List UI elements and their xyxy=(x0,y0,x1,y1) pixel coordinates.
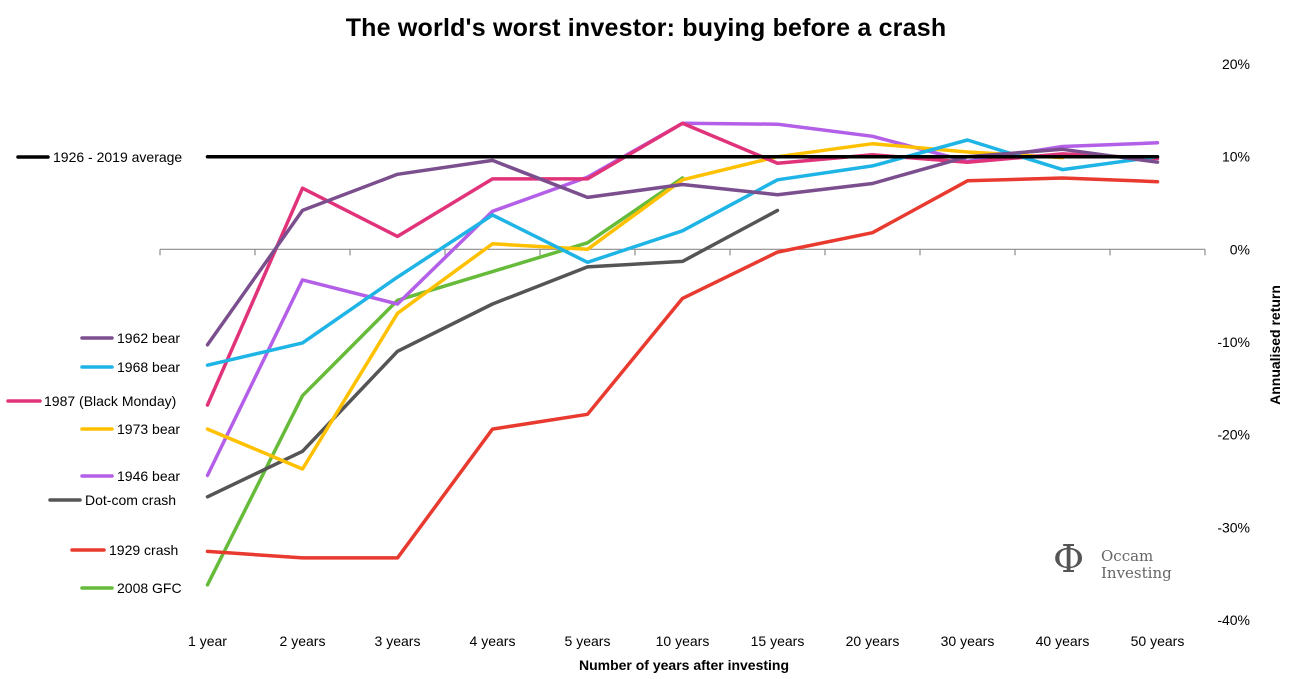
y-axis-tick-labels: 20% 10% 0% -10% -20% -30% -40% xyxy=(1217,56,1250,628)
logo-text: Occam Investing xyxy=(1101,548,1172,582)
y-tick-label: 0% xyxy=(1230,241,1250,257)
legend-label: 1962 bear xyxy=(117,330,180,346)
legend-label: 1968 bear xyxy=(117,359,180,375)
series-line-2008-gfc xyxy=(205,176,685,587)
logo-line-2: Investing xyxy=(1101,564,1172,582)
legend-label: 2008 GFC xyxy=(117,580,182,596)
series-line-1987-black-monday- xyxy=(205,121,1160,407)
x-tick-label: 10 years xyxy=(656,633,710,649)
x-tick-label: 2 years xyxy=(280,633,326,649)
series-line-dot-com-crash xyxy=(205,208,780,499)
legend-label: 1946 bear xyxy=(117,468,180,484)
legend: 1926 - 2019 average 1962 bear 1968 bear 198… xyxy=(6,149,182,596)
y-tick-label: -20% xyxy=(1217,427,1250,443)
legend-label: 1929 crash xyxy=(109,542,178,558)
series-lines xyxy=(205,121,1160,587)
x-tick-label: 5 years xyxy=(565,633,611,649)
phi-logo-icon: Φ xyxy=(1053,537,1085,581)
y-tick-label: -40% xyxy=(1217,612,1250,628)
series-line-1973-bear xyxy=(205,141,1065,471)
x-axis-tick-labels: 1 year 2 years 3 years 4 years 5 years 10 yea… xyxy=(188,633,1184,649)
occam-investing-logo: Φ Occam Investing xyxy=(1053,540,1203,590)
x-axis-title: Number of years after investing xyxy=(579,657,789,673)
x-tick-label: 4 years xyxy=(470,633,516,649)
x-tick-label: 40 years xyxy=(1036,633,1090,649)
x-tick-label: 1 year xyxy=(188,633,227,649)
y-tick-label: 10% xyxy=(1222,149,1250,165)
x-tick-label: 15 years xyxy=(751,633,805,649)
series-line-1962-bear xyxy=(205,147,1160,347)
y-tick-label: -30% xyxy=(1217,519,1250,535)
legend-label: 1987 (Black Monday) xyxy=(44,393,176,409)
x-tick-label: 30 years xyxy=(941,633,995,649)
y-axis-title: Annualised return xyxy=(1267,285,1283,405)
series-line-1968-bear xyxy=(205,138,1160,367)
x-tick-label: 50 years xyxy=(1131,633,1185,649)
y-tick-label: -10% xyxy=(1217,334,1250,350)
x-tick-label: 20 years xyxy=(846,633,900,649)
legend-label: 1926 - 2019 average xyxy=(53,149,182,165)
chart-title: The world's worst investor: buying befor… xyxy=(345,14,947,42)
y-tick-label: 20% xyxy=(1222,56,1250,72)
x-axis-ticks xyxy=(159,249,1206,256)
legend-label: 1973 bear xyxy=(117,421,180,437)
series-line-1929-crash xyxy=(205,176,1160,560)
logo-line-1: Occam xyxy=(1101,547,1154,565)
legend-label: Dot-com crash xyxy=(85,492,176,508)
x-tick-label: 3 years xyxy=(375,633,421,649)
